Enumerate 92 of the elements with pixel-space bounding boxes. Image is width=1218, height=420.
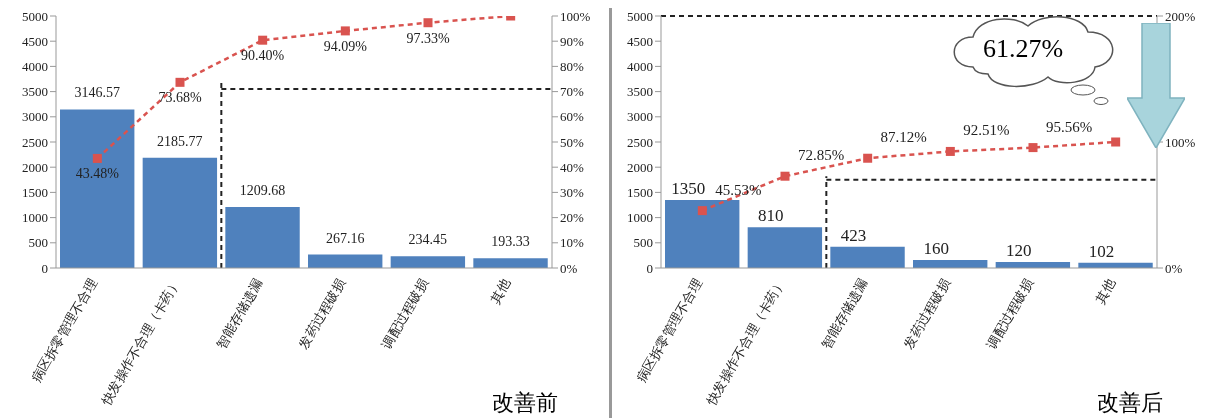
data-label: 92.51%	[963, 122, 1010, 139]
data-label: 423	[840, 225, 867, 245]
point	[258, 35, 268, 45]
y2-tick-label: 100%	[1165, 134, 1196, 150]
y-tick-label: 2500	[22, 134, 48, 150]
data-label: 94.09%	[323, 38, 368, 54]
y-tick-label: 3000	[22, 109, 48, 125]
data-label: 193.33	[491, 234, 530, 250]
data-label: 160	[923, 238, 949, 258]
x-tick-label: 发药过程破损	[295, 276, 348, 352]
y-tick-label: 0	[646, 260, 653, 276]
y2-tick-label: 60%	[560, 109, 584, 125]
y-tick-label: 4000	[627, 59, 653, 75]
y2-tick-label: 10%	[560, 235, 584, 251]
y-tick-label: 3000	[627, 109, 653, 125]
data-label: 234.45	[408, 232, 448, 248]
y-tick-label: 500	[633, 235, 653, 251]
x-tick-label: 智能存储遗漏	[818, 276, 871, 352]
text: 改善后	[1097, 389, 1163, 417]
data-label: 267.16	[325, 230, 365, 246]
y2-tick-label: 50%	[560, 134, 584, 150]
point	[1028, 143, 1038, 153]
data-label: 810	[758, 206, 784, 226]
y2-tick-label: 0%	[560, 260, 578, 276]
y-tick-label: 3500	[627, 84, 653, 100]
y-tick-label: 1000	[22, 210, 48, 226]
y-tick-label: 4500	[22, 33, 48, 49]
x-tick-label: 发药过程破损	[900, 276, 953, 352]
data-label: 102	[1088, 241, 1115, 261]
x-tick-label: 调配过程破损	[378, 276, 431, 352]
point	[1111, 137, 1121, 147]
y-tick-label: 3500	[22, 84, 48, 100]
y-tick-label: 1500	[22, 185, 48, 201]
y2-tick-label: 70%	[560, 84, 584, 100]
point	[697, 206, 707, 216]
text: 改善前	[492, 389, 558, 417]
y-tick-label: 2000	[22, 159, 48, 175]
x-tick-label: 快发操作不合理（卡药）	[97, 276, 183, 409]
bar	[225, 207, 300, 268]
data-label: 97.33%	[406, 30, 450, 46]
y2-tick-label: 200%	[1165, 8, 1196, 24]
y2-tick-label: 100%	[560, 8, 591, 24]
y-tick-label: 1500	[627, 185, 653, 201]
x-tick-label: 病区拆零管理不合理	[28, 276, 100, 385]
annotation: 61.27%	[983, 34, 1064, 64]
x-tick-label: 病区拆零管理不合理	[633, 276, 705, 385]
bar	[665, 199, 740, 268]
data-label: 2185.77	[157, 133, 203, 149]
data-label: 45.53%	[715, 181, 762, 198]
bar	[142, 157, 218, 268]
data-label: 1209.68	[239, 183, 286, 199]
y-tick-label: 5000	[627, 8, 653, 24]
data-label: 73.68%	[158, 90, 202, 106]
data-label: 43.48%	[75, 166, 120, 182]
point	[863, 153, 873, 163]
data-label: 87.12%	[880, 129, 927, 146]
bar	[60, 109, 135, 268]
point	[945, 146, 955, 156]
x-tick-label: 快发操作不合理（卡药）	[702, 276, 788, 409]
x-tick-label: 智能存储遗漏	[213, 276, 266, 352]
data-label: 3146.57	[74, 85, 120, 101]
point	[175, 77, 185, 87]
y2-tick-label: 0%	[1165, 260, 1183, 276]
point	[92, 153, 102, 163]
x-tick-label: 调配过程破损	[983, 276, 1036, 352]
y2-tick-label: 30%	[560, 185, 584, 201]
y-tick-label: 500	[28, 235, 48, 251]
point	[423, 18, 433, 28]
point	[780, 171, 790, 181]
point	[340, 26, 350, 36]
y-tick-label: 5000	[22, 8, 48, 24]
data-label: 90.40%	[241, 48, 285, 64]
y2-tick-label: 20%	[560, 210, 584, 226]
y-tick-label: 2500	[627, 134, 653, 150]
bar	[390, 256, 466, 268]
bar	[830, 246, 905, 268]
y-tick-label: 2000	[627, 159, 653, 175]
data-label: 95.56%	[1045, 118, 1093, 135]
data-label: 1350	[671, 178, 706, 198]
data-label: 72.85%	[797, 147, 845, 164]
y-tick-label: 0	[41, 260, 48, 276]
y2-tick-label: 80%	[560, 59, 584, 75]
y2-tick-label: 90%	[560, 33, 584, 49]
y-tick-label: 1000	[627, 210, 653, 226]
bar	[747, 227, 823, 268]
y-tick-label: 4500	[627, 33, 653, 49]
y2-tick-label: 40%	[560, 159, 584, 175]
x-tick-label: 其他	[1092, 276, 1119, 307]
y-tick-label: 4000	[22, 59, 48, 75]
data-label: 120	[1006, 240, 1032, 260]
x-tick-label: 其他	[487, 276, 514, 307]
bar	[473, 258, 548, 268]
